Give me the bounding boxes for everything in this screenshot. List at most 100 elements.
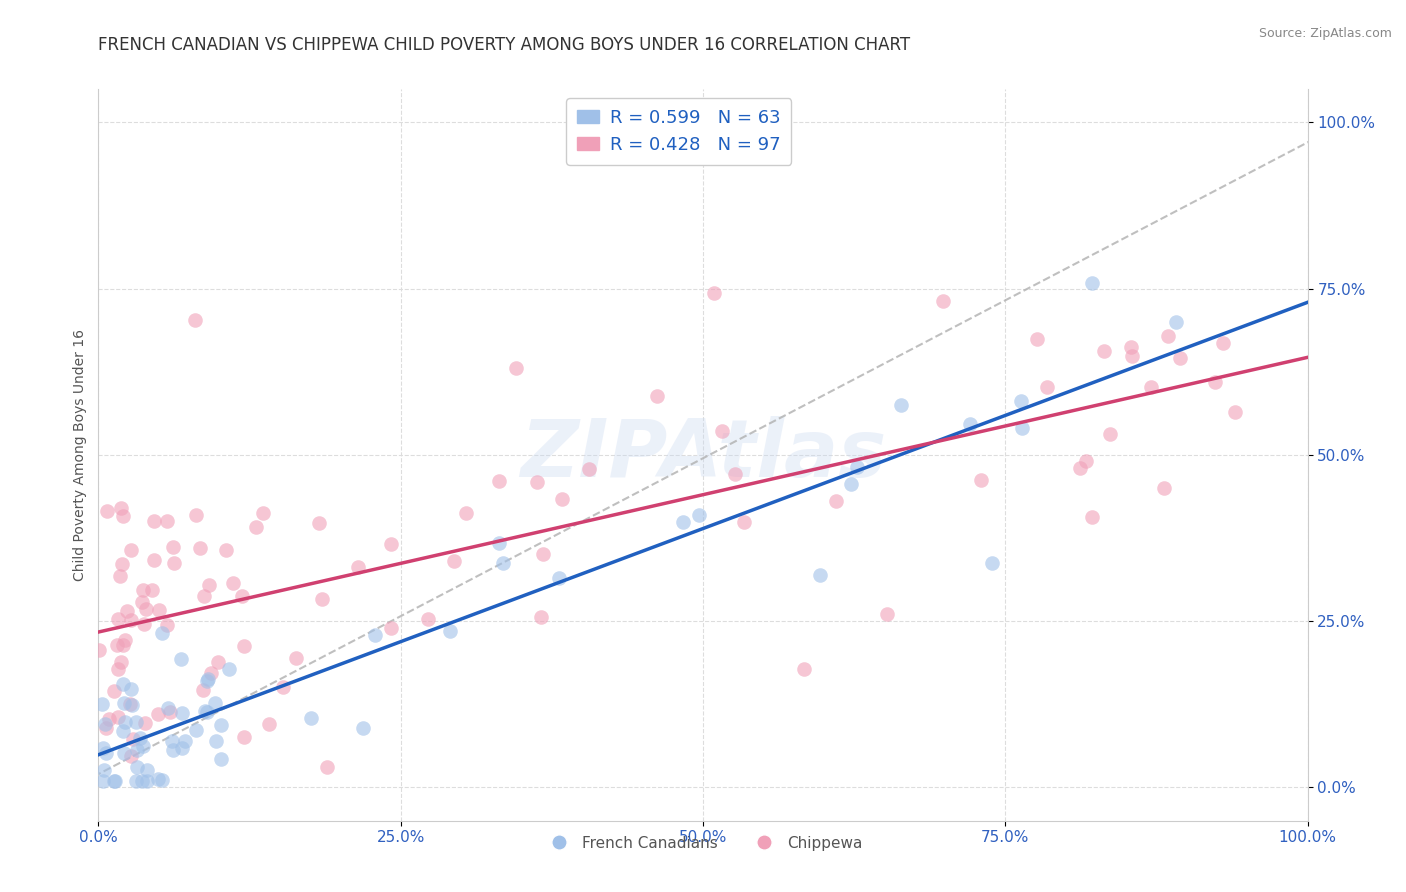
Point: [1076, 453, 1098, 467]
Point: [311, 592, 333, 607]
Point: [733, 516, 755, 530]
Point: [1026, 332, 1049, 346]
Text: Source: ZipAtlas.com: Source: ZipAtlas.com: [1258, 27, 1392, 40]
Point: [209, 718, 232, 732]
Point: [125, 773, 148, 788]
Point: [111, 638, 134, 652]
Point: [347, 560, 370, 574]
Point: [111, 557, 134, 571]
Point: [156, 514, 179, 528]
Point: [108, 569, 131, 583]
Point: [1011, 421, 1033, 435]
Point: [135, 602, 157, 616]
Point: [120, 542, 142, 557]
Point: [121, 732, 143, 747]
Point: [231, 589, 253, 603]
Point: [233, 639, 256, 653]
Point: [155, 617, 177, 632]
Point: [1035, 380, 1057, 394]
Point: [492, 556, 515, 570]
Point: [301, 710, 323, 724]
Point: [218, 662, 240, 676]
Point: [1081, 276, 1104, 290]
Point: [110, 500, 132, 515]
Point: [252, 506, 274, 520]
Point: [792, 663, 814, 677]
Point: [825, 493, 848, 508]
Point: [125, 714, 148, 729]
Point: [103, 684, 125, 698]
Point: [308, 516, 330, 530]
Point: [93, 740, 115, 755]
Point: [94, 716, 117, 731]
Point: [198, 578, 221, 592]
Point: [197, 673, 219, 687]
Point: [200, 666, 222, 681]
Point: [418, 612, 440, 626]
Point: [112, 724, 135, 739]
Point: [186, 508, 208, 522]
Point: [531, 547, 554, 561]
Point: [285, 651, 308, 665]
Point: [703, 285, 725, 300]
Legend: French Canadians, Chippewa: French Canadians, Chippewa: [538, 830, 868, 857]
Point: [959, 417, 981, 432]
Point: [110, 655, 132, 669]
Point: [186, 723, 208, 737]
Point: [114, 633, 136, 648]
Point: [150, 772, 173, 787]
Point: [93, 763, 115, 777]
Point: [380, 622, 402, 636]
Point: [578, 462, 600, 476]
Point: [128, 731, 150, 746]
Point: [146, 706, 169, 721]
Point: [970, 474, 993, 488]
Point: [488, 475, 510, 489]
Point: [91, 697, 114, 711]
Point: [141, 582, 163, 597]
Point: [222, 575, 245, 590]
Point: [232, 730, 254, 744]
Point: [1212, 335, 1234, 350]
Point: [162, 743, 184, 757]
Point: [443, 553, 465, 567]
Point: [104, 773, 127, 788]
Point: [1166, 315, 1188, 329]
Point: [645, 389, 668, 403]
Point: [1204, 375, 1226, 389]
Point: [215, 543, 238, 558]
Point: [209, 752, 232, 766]
Point: [551, 492, 574, 507]
Point: [131, 773, 153, 788]
Point: [107, 710, 129, 724]
Text: ZIPAtlas: ZIPAtlas: [520, 416, 886, 494]
Point: [183, 312, 205, 326]
Point: [547, 571, 569, 585]
Point: [87, 643, 110, 657]
Point: [142, 514, 165, 528]
Point: [846, 459, 869, 474]
Point: [107, 662, 129, 676]
Point: [112, 696, 135, 710]
Point: [150, 626, 173, 640]
Point: [724, 467, 747, 482]
Point: [191, 682, 214, 697]
Point: [195, 674, 218, 689]
Point: [114, 715, 136, 730]
Point: [876, 607, 898, 621]
Point: [98, 712, 121, 726]
Point: [94, 747, 117, 761]
Point: [439, 624, 461, 639]
Point: [120, 613, 142, 627]
Point: [125, 760, 148, 774]
Point: [131, 595, 153, 609]
Point: [96, 504, 118, 518]
Point: [159, 705, 181, 719]
Point: [170, 741, 193, 756]
Point: [207, 655, 229, 669]
Point: [205, 733, 228, 747]
Point: [710, 424, 733, 438]
Point: [194, 704, 217, 718]
Point: [526, 475, 548, 490]
Point: [932, 293, 955, 308]
